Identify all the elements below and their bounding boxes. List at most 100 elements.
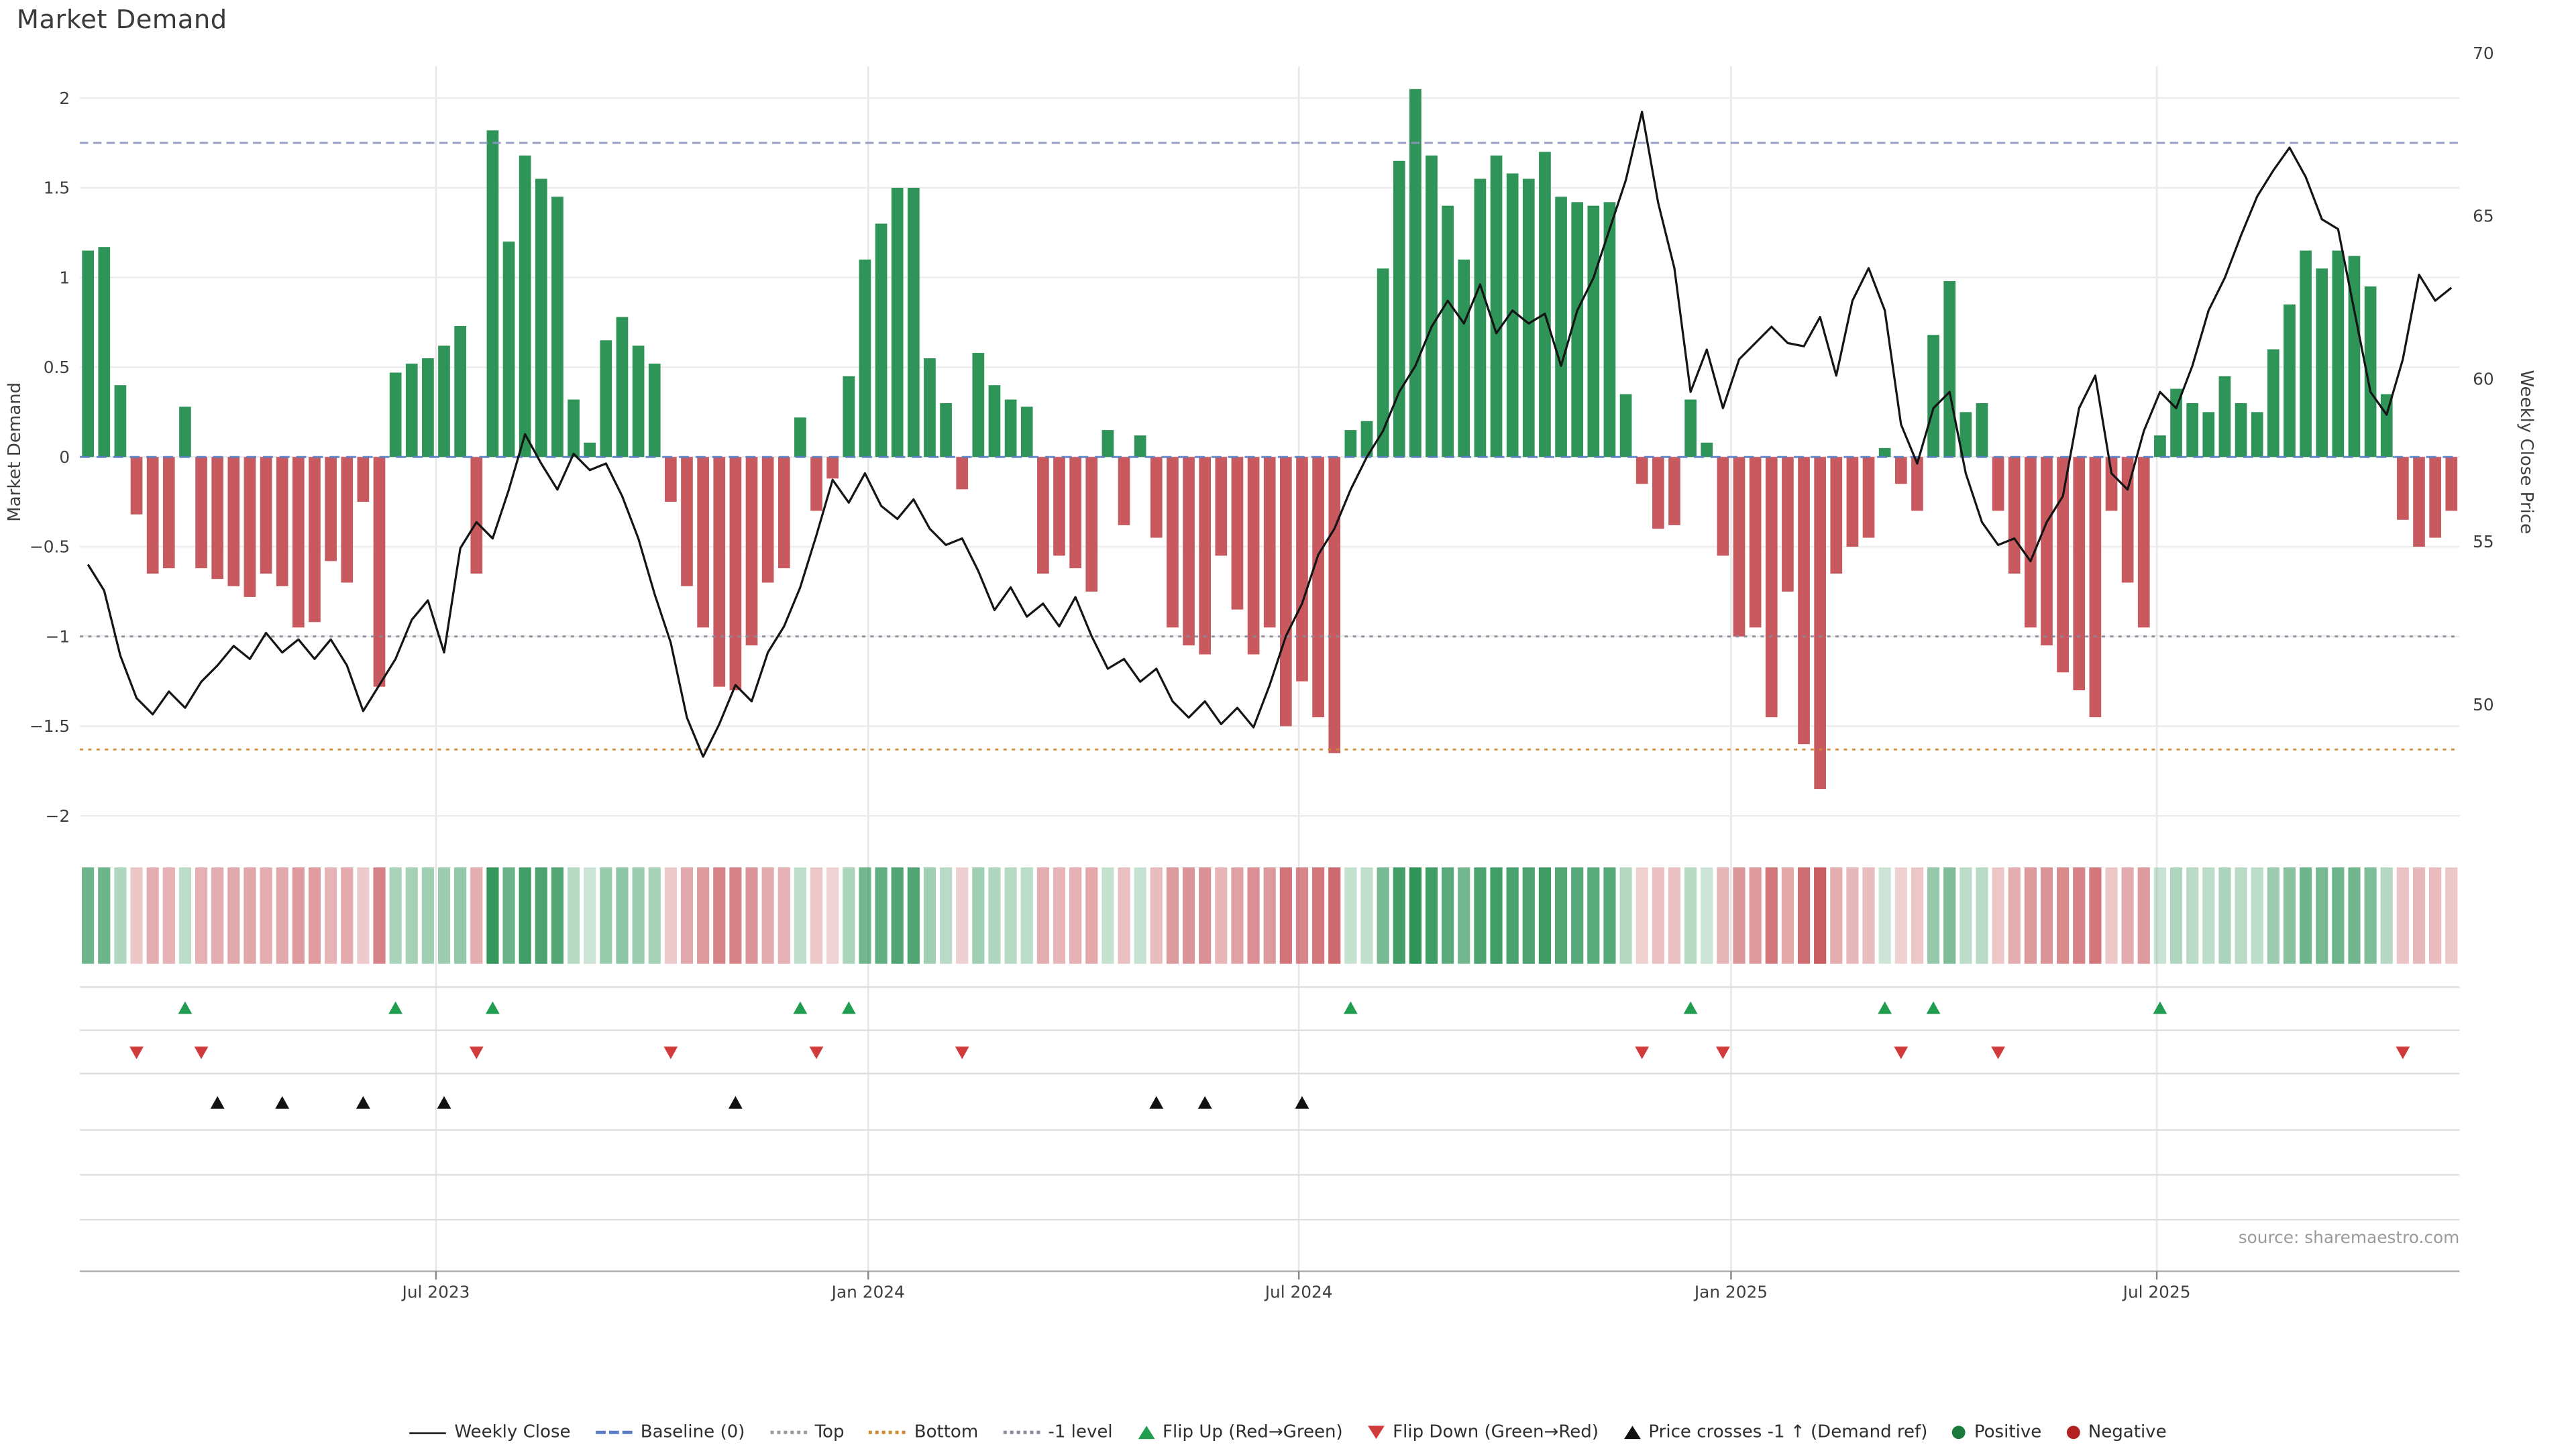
heatmap-cell	[1295, 867, 1309, 964]
heatmap-cell	[1911, 867, 1924, 964]
demand-bar	[2364, 286, 2377, 458]
demand-bar	[454, 325, 466, 458]
heatmap-cell	[1004, 867, 1017, 964]
demand-bar	[1409, 89, 1421, 458]
demand-bar	[1911, 457, 1923, 511]
flip-down-marker-icon	[809, 1046, 824, 1059]
heatmap-cell	[519, 867, 531, 964]
demand-bar	[1344, 430, 1357, 458]
left-axis-title: Market Demand	[5, 382, 25, 522]
heatmap-cell	[939, 867, 953, 964]
dotted-line-icon	[1003, 1430, 1040, 1434]
heatmap-cell	[584, 867, 596, 964]
price-cross-marker-icon	[210, 1095, 225, 1109]
heatmap-cell	[2235, 867, 2247, 964]
left-tick-label: −1.5	[30, 716, 70, 736]
legend-label: Top	[814, 1422, 845, 1443]
heatmap-cell	[178, 867, 192, 964]
heatmap-cell	[1538, 867, 1552, 964]
demand-bar	[130, 457, 143, 515]
flip-down-marker-icon	[1894, 1046, 1909, 1059]
right-tick-label: 55	[2473, 532, 2494, 551]
demand-bar	[1279, 457, 1292, 727]
heatmap-cell	[2218, 867, 2231, 964]
heatmap-cell	[1409, 867, 1421, 964]
heatmap-cell	[1960, 867, 1972, 964]
demand-bar	[341, 457, 354, 583]
demand-bar	[1167, 457, 1179, 628]
demand-bar	[276, 457, 288, 586]
heatmap-cell	[325, 867, 337, 964]
heatmap-cell	[648, 867, 661, 964]
heatmap-cell	[260, 867, 272, 964]
heatmap-cell	[227, 867, 240, 964]
left-tick-label: 0.5	[44, 358, 70, 377]
demand-bar	[1247, 457, 1260, 655]
right-tick-label: 60	[2473, 369, 2494, 388]
demand-bar	[1555, 197, 1567, 458]
demand-bar	[325, 457, 337, 561]
heatmap-cell	[195, 867, 208, 964]
demand-bar	[2025, 457, 2037, 628]
right-tick-label: 65	[2473, 207, 2494, 226]
demand-bar	[2235, 402, 2247, 458]
legend-item-top: Top	[769, 1422, 845, 1443]
flip-down-marker-icon	[1991, 1046, 2006, 1059]
legend-label: Negative	[2088, 1422, 2167, 1443]
triangle-up-icon	[1623, 1426, 1641, 1440]
demand-bar	[2316, 268, 2328, 458]
demand-bar	[2154, 435, 2166, 458]
demand-bar	[2137, 457, 2150, 628]
heatmap-cell	[1619, 867, 1632, 964]
demand-bar	[502, 241, 515, 458]
heatmap-cell	[1069, 867, 1082, 964]
demand-bar	[956, 457, 969, 490]
heatmap-cell	[1199, 867, 1212, 964]
heatmap-cell	[664, 867, 677, 964]
heatmap-cell	[1377, 867, 1389, 964]
flip-down-marker-icon	[955, 1046, 969, 1059]
demand-bar	[1798, 457, 1810, 745]
heatmap-cell	[114, 867, 127, 964]
demand-bar	[1749, 457, 1762, 628]
chart-legend: Weekly Close Baseline (0) Top Bottom -1 leve…	[0, 1422, 2576, 1442]
demand-bar	[1717, 457, 1729, 556]
flip-up-marker-icon	[1683, 1001, 1698, 1014]
flip-down-marker-icon	[194, 1046, 209, 1059]
demand-bar	[1782, 457, 1794, 592]
heatmap-cell	[891, 867, 904, 964]
heatmap-cell	[1781, 867, 1794, 964]
demand-bar	[1393, 160, 1405, 458]
demand-bar	[1442, 205, 1454, 458]
demand-bar	[664, 457, 677, 502]
heatmap-cell	[211, 867, 224, 964]
heatmap-cell	[2169, 867, 2183, 964]
heatmap-cell	[1118, 867, 1130, 964]
demand-bar	[2041, 457, 2053, 646]
heatmap-cell	[1603, 867, 1616, 964]
heatmap-cell	[535, 867, 547, 964]
triangle-up-icon	[1137, 1426, 1155, 1440]
demand-bar	[1943, 281, 1956, 458]
demand-bar	[568, 399, 580, 458]
demand-bar	[2284, 304, 2296, 458]
demand-bar	[389, 372, 402, 458]
heatmap-cell	[810, 867, 823, 964]
heatmap-cell	[956, 867, 969, 964]
heatmap-cell	[454, 867, 467, 964]
demand-bar	[309, 457, 321, 623]
heatmap-cell	[2251, 867, 2263, 964]
demand-bar	[1426, 155, 1438, 458]
left-tick-label: 1.5	[44, 178, 70, 198]
demand-bar	[98, 247, 111, 458]
flip-down-marker-icon	[663, 1046, 678, 1059]
left-tick-label: 2	[59, 89, 70, 108]
demand-bar	[1263, 457, 1276, 628]
heatmap-cell	[470, 867, 483, 964]
demand-bar	[1215, 457, 1228, 556]
demand-bar	[1701, 442, 1713, 458]
heatmap-cell	[2089, 867, 2102, 964]
heatmap-cell	[1215, 867, 1228, 964]
triangle-down-icon	[1367, 1426, 1385, 1440]
